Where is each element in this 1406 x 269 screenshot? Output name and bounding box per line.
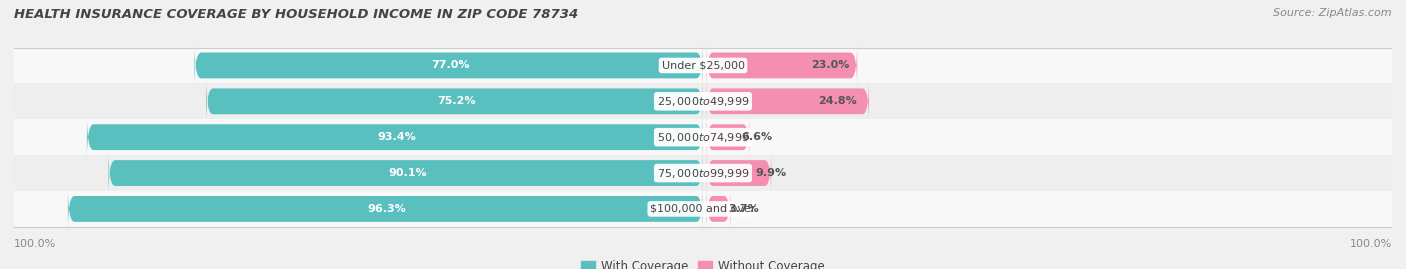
Text: 23.0%: 23.0% [811,61,849,70]
Bar [14,155,1392,191]
Text: $75,000 to $99,999: $75,000 to $99,999 [657,167,749,179]
Bar [14,48,1392,83]
Text: 100.0%: 100.0% [1350,239,1392,249]
Text: 77.0%: 77.0% [432,61,470,70]
FancyBboxPatch shape [706,150,772,196]
Bar [14,83,1392,119]
Text: 90.1%: 90.1% [388,168,427,178]
Text: 96.3%: 96.3% [368,204,406,214]
Text: HEALTH INSURANCE COVERAGE BY HOUSEHOLD INCOME IN ZIP CODE 78734: HEALTH INSURANCE COVERAGE BY HOUSEHOLD I… [14,8,578,21]
Text: 9.9%: 9.9% [755,168,786,178]
FancyBboxPatch shape [207,78,703,124]
FancyBboxPatch shape [706,114,749,160]
Text: 93.4%: 93.4% [377,132,416,142]
Text: Source: ZipAtlas.com: Source: ZipAtlas.com [1274,8,1392,18]
Text: 6.6%: 6.6% [741,132,772,142]
FancyBboxPatch shape [108,150,703,196]
Legend: With Coverage, Without Coverage: With Coverage, Without Coverage [576,256,830,269]
Text: 100.0%: 100.0% [14,239,56,249]
Bar [14,119,1392,155]
Text: Under $25,000: Under $25,000 [661,61,745,70]
FancyBboxPatch shape [706,78,869,124]
Bar [14,191,1392,227]
FancyBboxPatch shape [706,43,858,89]
Text: $100,000 and over: $100,000 and over [650,204,756,214]
Text: $50,000 to $74,999: $50,000 to $74,999 [657,131,749,144]
Text: 24.8%: 24.8% [818,96,858,106]
FancyBboxPatch shape [706,186,731,232]
FancyBboxPatch shape [87,114,703,160]
FancyBboxPatch shape [67,186,703,232]
Text: 3.7%: 3.7% [728,204,759,214]
FancyBboxPatch shape [194,43,703,89]
Text: 75.2%: 75.2% [437,96,475,106]
Text: $25,000 to $49,999: $25,000 to $49,999 [657,95,749,108]
